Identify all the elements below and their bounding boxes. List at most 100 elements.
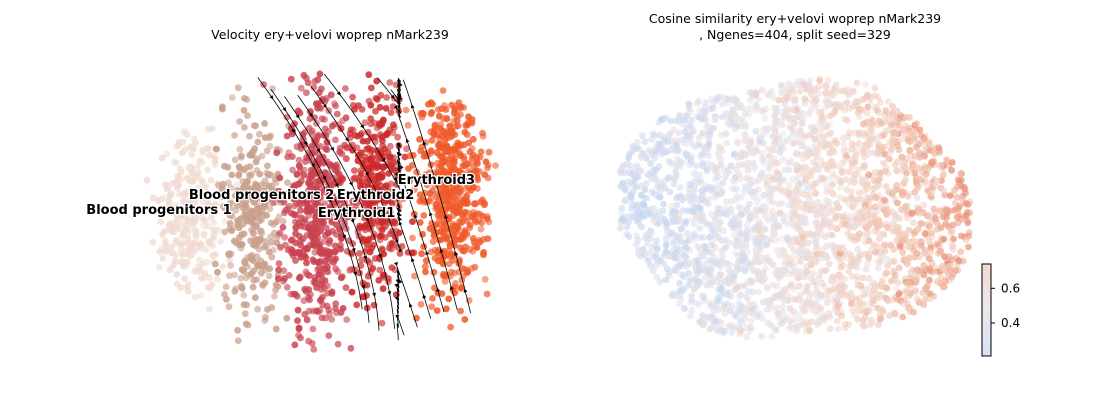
similarity-point bbox=[682, 254, 690, 262]
cell-point bbox=[353, 301, 361, 309]
cell-point bbox=[305, 224, 312, 231]
cell-point bbox=[173, 280, 181, 288]
similarity-point bbox=[812, 245, 820, 253]
similarity-point bbox=[742, 208, 750, 215]
cell-point bbox=[227, 205, 235, 212]
cell-point bbox=[461, 316, 469, 323]
similarity-point bbox=[839, 244, 846, 252]
cell-point bbox=[303, 89, 310, 97]
similarity-point bbox=[902, 288, 910, 296]
similarity-point bbox=[875, 109, 882, 116]
cell-point bbox=[356, 222, 363, 230]
cell-point bbox=[436, 143, 444, 151]
cell-point bbox=[241, 95, 248, 102]
cell-point bbox=[240, 291, 248, 299]
similarity-point bbox=[904, 256, 912, 264]
similarity-point bbox=[823, 102, 831, 109]
cell-point bbox=[358, 129, 366, 137]
cell-point bbox=[295, 156, 303, 164]
similarity-point bbox=[758, 86, 766, 94]
cell-point bbox=[328, 288, 336, 296]
cell-point bbox=[351, 197, 359, 204]
cell-point bbox=[267, 171, 274, 179]
cell-point bbox=[358, 256, 365, 264]
cell-point bbox=[480, 249, 487, 256]
cell-point bbox=[319, 95, 326, 103]
similarity-point bbox=[826, 325, 834, 333]
similarity-point bbox=[749, 226, 757, 234]
similarity-point bbox=[883, 285, 891, 292]
colorbar-gradient bbox=[981, 263, 992, 357]
cell-point bbox=[250, 122, 258, 129]
cell-point bbox=[323, 302, 331, 310]
cell-point bbox=[484, 235, 492, 243]
cell-point bbox=[405, 165, 412, 173]
cell-point bbox=[294, 306, 302, 314]
similarity-point bbox=[884, 98, 892, 105]
cell-point bbox=[276, 195, 284, 203]
cell-point bbox=[387, 197, 394, 205]
similarity-point bbox=[860, 188, 868, 196]
similarity-point bbox=[681, 140, 689, 147]
cell-point bbox=[211, 260, 219, 268]
similarity-point bbox=[766, 159, 774, 166]
similarity-point bbox=[672, 162, 680, 170]
cell-point bbox=[440, 270, 447, 278]
cell-point bbox=[389, 219, 397, 227]
cell-point bbox=[476, 153, 484, 161]
cell-point bbox=[247, 207, 255, 215]
similarity-point bbox=[831, 244, 838, 252]
similarity-point bbox=[700, 297, 708, 304]
similarity-point bbox=[926, 276, 933, 284]
cell-point bbox=[244, 263, 251, 270]
similarity-point bbox=[925, 290, 933, 297]
cell-point bbox=[359, 179, 366, 186]
cell-point bbox=[287, 75, 295, 83]
cell-point bbox=[191, 267, 199, 275]
similarity-point bbox=[913, 204, 921, 211]
cell-point bbox=[268, 253, 276, 261]
similarity-point bbox=[623, 230, 631, 238]
cell-point bbox=[248, 170, 256, 178]
similarity-point bbox=[926, 138, 933, 146]
similarity-point bbox=[794, 203, 802, 211]
velocity-arrowhead bbox=[336, 91, 341, 96]
cell-point bbox=[305, 272, 313, 279]
similarity-point bbox=[628, 170, 636, 178]
similarity-point bbox=[860, 153, 868, 161]
similarity-point bbox=[692, 143, 699, 151]
similarity-point bbox=[744, 278, 752, 286]
similarity-point bbox=[809, 183, 817, 191]
cell-point bbox=[200, 207, 208, 215]
similarity-point bbox=[763, 298, 771, 305]
similarity-point bbox=[880, 143, 888, 151]
similarity-point bbox=[884, 224, 892, 232]
cell-point bbox=[347, 344, 355, 352]
cell-point bbox=[252, 294, 259, 301]
cell-point bbox=[479, 196, 486, 204]
similarity-point bbox=[752, 240, 760, 248]
cell-point bbox=[172, 180, 180, 188]
similarity-point bbox=[733, 262, 740, 270]
cell-point bbox=[374, 162, 381, 170]
similarity-point bbox=[781, 266, 789, 274]
similarity-point bbox=[789, 125, 796, 133]
similarity-point bbox=[771, 127, 779, 135]
similarity-point bbox=[907, 269, 915, 277]
similarity-point bbox=[816, 228, 824, 236]
cell-point bbox=[261, 120, 268, 127]
cell-point bbox=[234, 326, 242, 334]
similarity-point bbox=[866, 133, 874, 141]
similarity-point bbox=[769, 199, 777, 206]
similarity-point bbox=[786, 182, 793, 190]
similarity-point bbox=[822, 181, 830, 189]
cell-point bbox=[355, 250, 363, 257]
similarity-point bbox=[752, 144, 760, 152]
similarity-point bbox=[913, 295, 921, 302]
cell-point bbox=[464, 119, 472, 127]
cell-point bbox=[159, 231, 166, 238]
cell-point bbox=[297, 84, 305, 92]
cell-point bbox=[476, 238, 484, 246]
velocity-arrowhead bbox=[398, 212, 402, 217]
similarity-point bbox=[899, 235, 906, 243]
